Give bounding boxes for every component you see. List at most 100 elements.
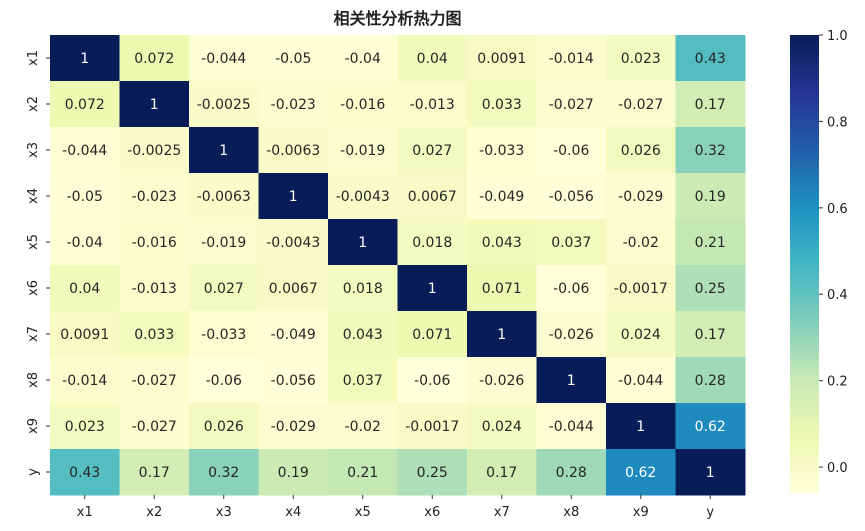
cell-x9-x6 [397,403,468,450]
cell-x1-x3 [189,35,259,82]
cell-x3-y [675,127,746,174]
cell-x4-x6 [397,173,468,220]
cell-value-label: -0.019 [201,235,246,251]
cell-value-label: -0.016 [132,235,177,251]
cell-y-y [675,449,746,496]
cell-x4-x5 [328,173,398,220]
cell-x8-x2 [119,357,190,404]
cell-x4-x2 [119,173,190,220]
cell-value-label: 0.62 [695,419,726,435]
x-tick-label: x6 [424,505,440,520]
cell-value-label: 0.25 [417,465,448,481]
x-tick-label: x5 [355,505,371,520]
cell-x7-x7 [467,311,537,358]
cell-y-x5 [328,449,398,496]
cell-value-label: -0.02 [623,235,659,251]
y-tick-label: x1 [26,50,41,66]
cell-x2-x3 [189,81,259,128]
cell-value-label: 0.17 [695,327,726,343]
cell-x4-x7 [467,173,537,220]
cell-value-label: 1 [706,465,715,481]
cell-x8-x9 [606,357,676,404]
cell-x4-x8 [536,173,607,220]
cell-value-label: 0.25 [695,281,726,297]
cell-x2-x2 [119,81,190,128]
cell-value-label: -0.05 [67,189,103,205]
cell-value-label: -0.049 [271,327,316,343]
colorbar-gradient [790,35,819,493]
cell-value-label: 0.043 [482,235,522,251]
cell-x1-x4 [258,35,329,82]
cell-value-label: -0.04 [345,51,381,67]
x-tick-label: x9 [633,505,649,520]
y-tick-label: x4 [26,188,41,204]
cell-x5-x5 [328,219,398,266]
cell-value-label: 1 [219,143,228,159]
y-tick-label: x8 [26,372,41,388]
cell-x8-x5 [328,357,398,404]
cell-x3-x6 [397,127,468,174]
cell-y-x8 [536,449,607,496]
cell-x5-x6 [397,219,468,266]
cell-value-label: 0.026 [204,419,244,435]
cell-x4-y [675,173,746,220]
cell-value-label: 0.43 [695,51,726,67]
heatmap-cells: 1 0.072 -0.044 -0.05 -0.04 0.04 0.0091 -0.014 0.… [50,35,746,496]
cell-x4-x1 [50,173,120,220]
cell-value-label: 0.0091 [477,51,526,67]
cell-value-label: 0.026 [621,143,661,159]
cell-value-label: -0.0043 [336,189,390,205]
cell-x2-x6 [397,81,468,128]
cell-x1-x5 [328,35,398,82]
cell-value-label: -0.056 [549,189,594,205]
cell-x7-x9 [606,311,676,358]
cell-value-label: -0.016 [340,97,385,113]
cell-value-label: 0.28 [695,373,726,389]
cell-value-label: 0.072 [65,97,105,113]
cell-x6-x9 [606,265,676,312]
colorbar: 0.0 0.2 0.4 0.6 0.8 1.0 [790,29,848,493]
cell-x1-x1 [50,35,120,82]
cell-x8-x4 [258,357,329,404]
cell-x5-x8 [536,219,607,266]
x-tick-label: x7 [494,505,510,520]
cell-x2-x8 [536,81,607,128]
cell-x1-x9 [606,35,676,82]
cell-x1-x8 [536,35,607,82]
cell-x5-y [675,219,746,266]
cell-value-label: 0.17 [486,465,517,481]
cell-value-label: -0.026 [479,373,524,389]
cell-x6-y [675,265,746,312]
y-tick-label: x6 [26,280,41,296]
cell-x3-x8 [536,127,607,174]
cell-value-label: 0.19 [278,465,309,481]
cell-value-label: -0.0063 [197,189,251,205]
cell-x6-x1 [50,265,120,312]
cell-value-label: 0.018 [412,235,452,251]
colorbar-tick-label: 0.6 [827,202,848,217]
cell-x8-x1 [50,357,120,404]
cell-value-label: -0.013 [132,281,177,297]
cell-value-label: 1 [497,327,506,343]
cell-value-label: 0.071 [412,327,452,343]
cell-value-label: -0.027 [549,97,594,113]
cell-value-label: 0.071 [482,281,522,297]
cell-value-label: -0.06 [206,373,242,389]
cell-value-label: 0.21 [347,465,378,481]
colorbar-tick-label: 0.0 [827,461,848,476]
cell-y-x3 [189,449,259,496]
cell-value-label: 0.62 [625,465,656,481]
cell-x7-x5 [328,311,398,358]
cell-x3-x9 [606,127,676,174]
cell-x5-x9 [606,219,676,266]
cell-x6-x3 [189,265,259,312]
cell-x6-x2 [119,265,190,312]
cell-value-label: -0.014 [62,373,107,389]
cell-value-label: 0.023 [621,51,661,67]
cell-value-label: 0.024 [482,419,522,435]
cell-x5-x2 [119,219,190,266]
cell-value-label: 1 [150,97,159,113]
cell-value-label: 0.17 [139,465,170,481]
cell-value-label: 0.0067 [269,281,318,297]
